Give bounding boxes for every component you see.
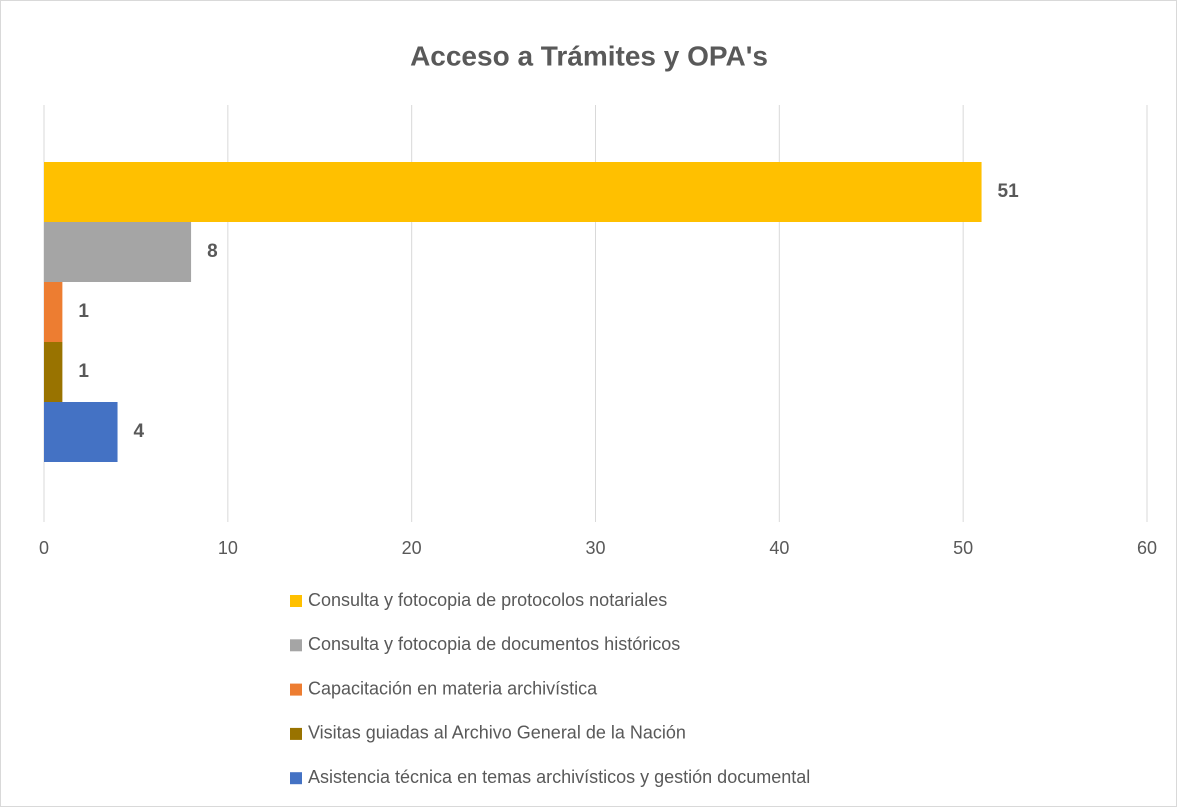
chart-title: Acceso a Trámites y OPA's — [410, 40, 768, 71]
legend-label: Asistencia técnica en temas archivístico… — [308, 767, 810, 787]
bar — [44, 402, 118, 462]
legend-label: Consulta y fotocopia de protocolos notar… — [308, 590, 667, 610]
data-label: 1 — [78, 361, 89, 382]
legend-label: Capacitación en materia archivística — [308, 678, 598, 698]
x-tick-label: 40 — [769, 538, 789, 558]
bar — [44, 342, 63, 402]
bar — [44, 162, 982, 222]
legend-label: Consulta y fotocopia de documentos histó… — [308, 634, 680, 654]
x-tick-label: 10 — [218, 538, 238, 558]
bar — [44, 282, 63, 342]
data-label: 8 — [207, 241, 218, 262]
legend-swatch — [290, 772, 302, 785]
bar — [44, 222, 192, 282]
x-tick-label: 50 — [953, 538, 973, 558]
legend-swatch — [290, 727, 302, 740]
x-tick-label: 30 — [585, 538, 605, 558]
data-label: 51 — [998, 181, 1020, 202]
x-tick-label: 20 — [402, 538, 422, 558]
legend-swatch — [290, 639, 302, 652]
legend-swatch — [290, 595, 302, 607]
x-tick-label: 0 — [39, 538, 49, 558]
x-tick-label: 60 — [1137, 538, 1157, 558]
data-label: 4 — [134, 421, 145, 442]
data-label: 1 — [78, 301, 89, 322]
legend-label: Visitas guiadas al Archivo General de la… — [308, 723, 686, 743]
legend-swatch — [290, 683, 302, 696]
